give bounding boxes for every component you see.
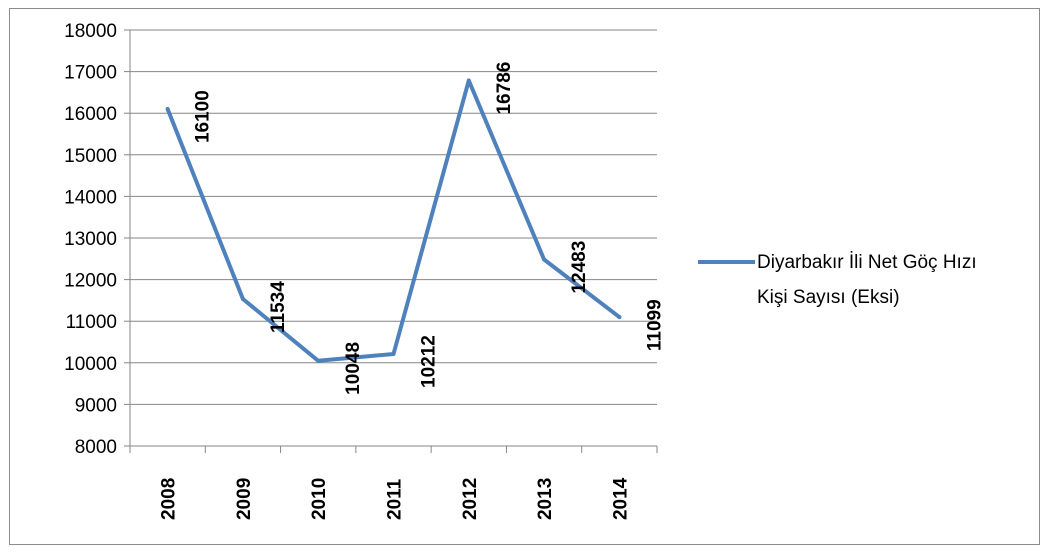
- x-axis-tick-labels: 2008 2009 2010 2011 2012 2013 2014: [159, 477, 632, 520]
- x-tick-label: 2013: [535, 478, 556, 520]
- axes: [124, 29, 658, 453]
- y-tick-label: 11000: [66, 312, 117, 333]
- series-layer: [165, 78, 622, 363]
- data-point: [542, 257, 547, 262]
- y-tick-label: 14000: [64, 187, 117, 208]
- gridlines: [130, 29, 657, 405]
- data-label: 10048: [343, 342, 364, 395]
- y-tick-label: 15000: [64, 146, 117, 167]
- chart-area: [9, 8, 1040, 545]
- y-tick-label: 16000: [64, 104, 117, 125]
- series-line: [165, 78, 622, 363]
- data-point: [240, 296, 245, 301]
- data-point: [165, 107, 170, 112]
- data-labels: 16100 11534 10048 10212 16786 12483 11099: [193, 62, 666, 395]
- y-tick-label: 12000: [64, 271, 117, 292]
- data-label: 12483: [569, 241, 590, 294]
- x-tick-label: 2011: [385, 478, 406, 520]
- data-label: 16786: [494, 62, 515, 115]
- data-label: 11099: [644, 299, 665, 351]
- data-label: 10212: [419, 335, 440, 388]
- x-tick-label: 2012: [460, 478, 481, 520]
- y-tick-label: 13000: [64, 229, 117, 250]
- legend-label-line-2: Kişi Sayısı (Eksi): [757, 287, 900, 308]
- x-tick-label: 2008: [159, 478, 180, 520]
- x-tick-label: 2014: [610, 477, 631, 520]
- data-label: 11534: [268, 281, 289, 333]
- y-tick-label: 17000: [64, 63, 117, 84]
- y-axis-tick-labels: 8000 9000 10000 11000 12000 13000 14000 15000 16…: [64, 21, 117, 458]
- data-point: [466, 78, 471, 83]
- data-point: [316, 358, 321, 363]
- y-tick-label: 10000: [64, 354, 117, 375]
- x-tick-label: 2010: [309, 478, 330, 520]
- data-point: [391, 351, 396, 356]
- x-tick-label: 2009: [234, 478, 255, 520]
- y-tick-label: 8000: [75, 437, 117, 458]
- legend-label-line-1: Diyarbakır İli Net Göç Hızı: [757, 252, 977, 273]
- data-label: 16100: [193, 90, 214, 143]
- y-tick-label: 18000: [64, 21, 117, 42]
- legend: Diyarbakır İli Net Göç Hızı Kişi Sayısı …: [698, 252, 977, 308]
- y-tick-label: 9000: [75, 395, 117, 416]
- data-point: [617, 315, 622, 320]
